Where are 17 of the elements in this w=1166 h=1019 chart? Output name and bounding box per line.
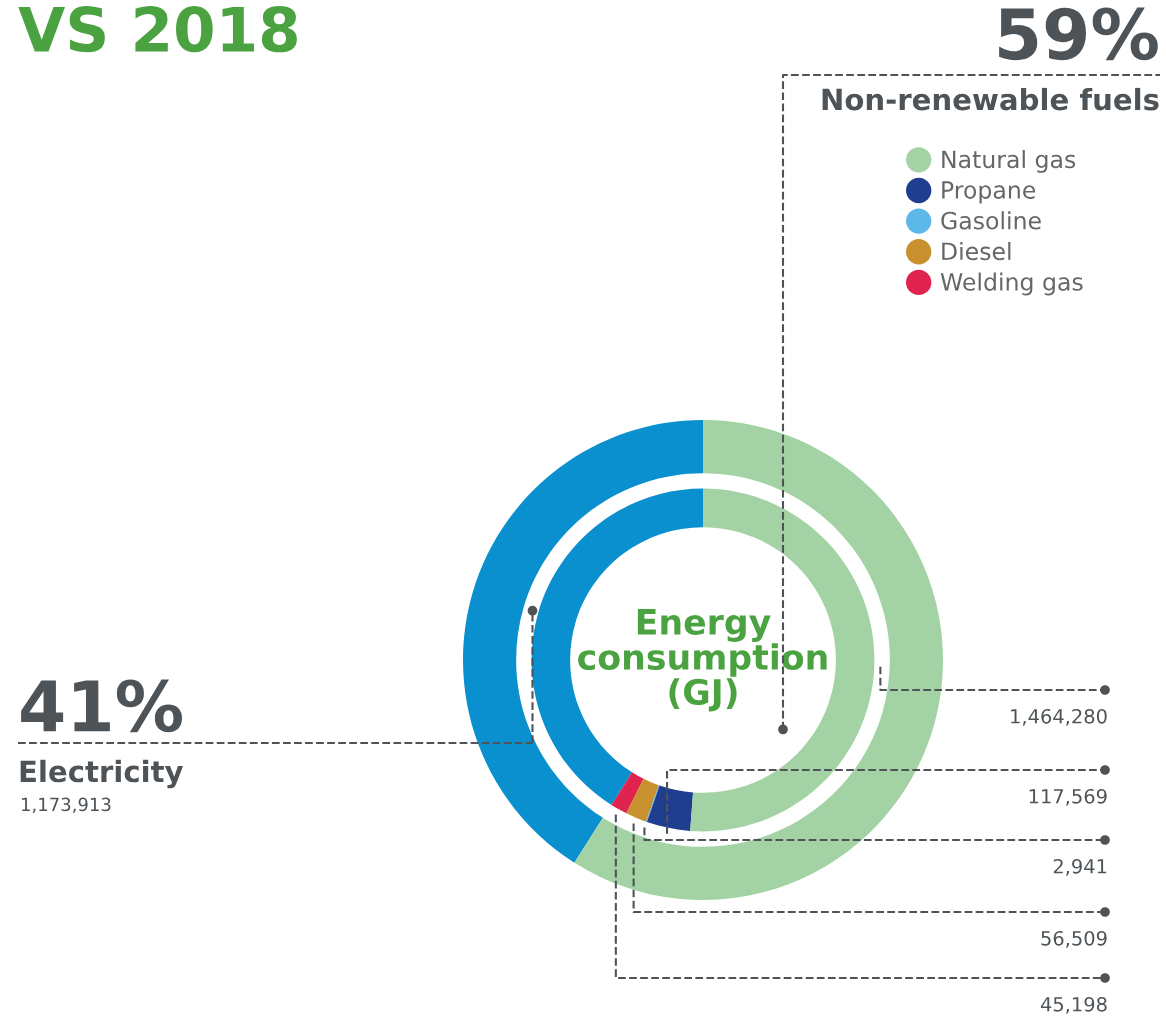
legend-label: Natural gas	[942, 149, 1076, 173]
data-label: 59%	[999, 7, 1158, 61]
data-label: 41%	[21, 679, 183, 733]
chart-title: VS 2018	[18, 6, 297, 53]
data-label: 1,464,280	[1011, 708, 1107, 726]
legend-label: Propane	[942, 181, 1036, 204]
text: Energy consumption (GJ)	[578, 609, 827, 712]
data-label: 1,173,913	[21, 797, 111, 814]
slice-label: Electricity	[20, 759, 184, 789]
legend-label: Gasoline	[941, 211, 1041, 230]
data-label: 45,198	[1040, 996, 1107, 1014]
data-label: 56,509	[1041, 930, 1107, 948]
legend-label: Diesel	[942, 241, 1011, 261]
slice-label: Non-renewable fuels	[822, 87, 1159, 111]
data-label: 117,569	[1029, 788, 1107, 806]
legend-label: Welding gas	[940, 272, 1083, 296]
data-label: 2,941	[1053, 858, 1107, 876]
